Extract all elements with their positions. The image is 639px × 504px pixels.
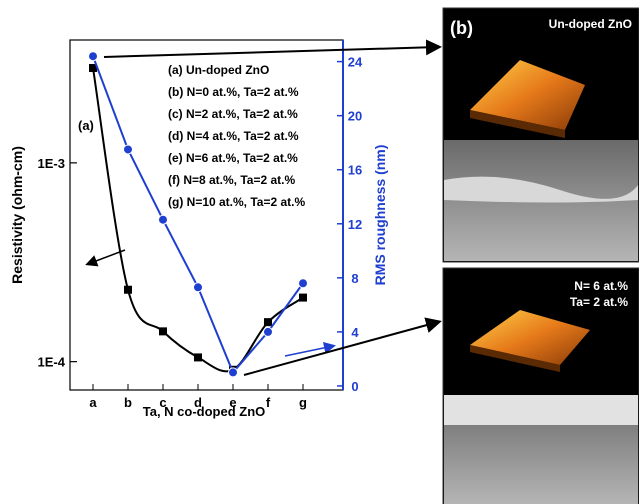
marker: [88, 51, 98, 62]
y2-tick-label: 12: [348, 217, 362, 232]
x-tick-label: a: [89, 395, 97, 410]
marker: [264, 318, 272, 327]
marker: [158, 214, 168, 225]
arrow: [85, 249, 126, 267]
marker: [299, 293, 307, 302]
x-tick-label: g: [299, 395, 307, 410]
y-tick-label: 1E-4: [38, 355, 66, 370]
afm-panel-bottom: N= 6 at.% Ta= 2 at.%: [442, 267, 639, 504]
x-tick-label: b: [124, 395, 132, 410]
legend-text: (c) N=2 at.%, Ta=2 at.%: [168, 107, 298, 121]
legend-text: (b) N=0 at.%, Ta=2 at.%: [168, 85, 299, 99]
marker: [298, 278, 308, 289]
marker: [193, 282, 203, 293]
legend-text: (a) Un-doped ZnO: [168, 63, 269, 77]
y2-tick-label: 0: [351, 379, 358, 394]
marker: [124, 285, 132, 294]
arrow: [284, 341, 336, 357]
arrow: [243, 317, 442, 376]
y2-tick-label: 4: [351, 325, 359, 340]
y-tick-label: 1E-3: [38, 156, 65, 171]
x-tick-label: d: [194, 395, 202, 410]
legend-text: (d) N=4 at.%, Ta=2 at.%: [168, 129, 299, 143]
legend-text: (f) N=8 at.%, Ta=2 at.%: [168, 173, 295, 187]
y-axis-label: Resistivity (ohm-cm): [9, 146, 25, 284]
x-tick-label: c: [159, 395, 166, 410]
panel-label: (b): [450, 18, 473, 38]
arrow: [103, 39, 442, 58]
y2-tick-label: 16: [348, 163, 362, 178]
afm-panel-top: (b) Un-doped ZnO: [442, 7, 639, 263]
panel-title: Un-doped ZnO: [549, 17, 632, 31]
annotation: (a): [78, 118, 94, 133]
x-tick-label: f: [266, 395, 271, 410]
panel-text: N= 6 at.%: [574, 279, 628, 293]
panel-text: Ta= 2 at.%: [570, 295, 628, 309]
marker: [194, 353, 202, 362]
y2-tick-label: 20: [348, 109, 362, 124]
marker: [89, 64, 97, 73]
marker: [263, 326, 273, 337]
y2-tick-label: 8: [351, 271, 358, 286]
legend-text: (g) N=10 at.%, Ta=2 at.%: [168, 195, 305, 209]
marker: [228, 367, 238, 378]
x-axis-label: Ta, N co-doped ZnO: [143, 404, 266, 419]
y2-axis-label: RMS roughness (nm): [372, 145, 388, 286]
marker: [123, 144, 133, 155]
x-tick-label: e: [229, 395, 236, 410]
legend-text: (e) N=6 at.%, Ta=2 at.%: [168, 151, 298, 165]
y2-tick-label: 24: [348, 55, 363, 70]
marker: [159, 327, 167, 336]
